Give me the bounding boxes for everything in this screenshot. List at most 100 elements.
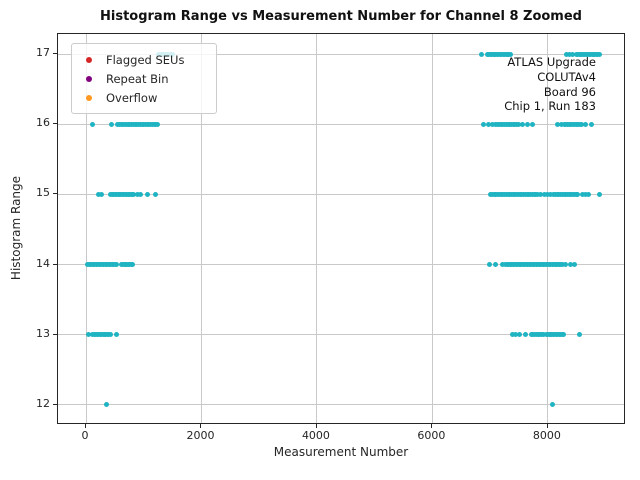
annotation-line: Board 96 (543, 84, 596, 99)
data-point (540, 332, 546, 338)
data-point (550, 402, 555, 408)
data-point (530, 121, 536, 127)
data-point (519, 121, 525, 127)
data-point (109, 121, 115, 127)
y-tick-label: 15 (36, 186, 50, 200)
x-tick-label: 4000 (301, 429, 330, 442)
data-point (570, 51, 576, 57)
data-point (487, 262, 493, 268)
data-point (493, 262, 499, 268)
data-point (525, 121, 531, 127)
data-point (564, 51, 570, 57)
data-point (489, 121, 495, 127)
data-point (153, 191, 159, 197)
data-point (507, 51, 513, 57)
data-point (568, 262, 574, 268)
y-tick-label: 17 (36, 46, 50, 59)
data-point (578, 121, 584, 127)
legend-label: Repeat Bin (106, 71, 169, 86)
data-point (559, 262, 565, 268)
data-point (571, 262, 577, 268)
annotation-line: COLUTAv4 (537, 69, 596, 84)
gridline (58, 123, 624, 125)
data-point (575, 191, 581, 197)
gridline (547, 34, 549, 423)
gridline (58, 193, 624, 195)
y-tick-mark (53, 333, 57, 335)
y-tick-label: 16 (36, 116, 50, 130)
x-tick-label: 8000 (532, 429, 561, 442)
data-point (107, 332, 113, 338)
gridline (200, 34, 202, 423)
y-tick-mark (53, 123, 57, 125)
data-point (558, 121, 564, 127)
data-point (515, 121, 521, 127)
annotation-line: ATLAS Upgrade (507, 55, 596, 69)
data-point (563, 262, 569, 268)
data-point (135, 191, 141, 197)
gridline (58, 264, 624, 266)
plot-area: Flagged SEUs Repeat Bin Overflow ATLAS U… (57, 33, 625, 424)
data-point (500, 262, 506, 268)
gridline (431, 34, 433, 423)
data-point (131, 191, 137, 197)
data-point (104, 402, 110, 408)
x-tick-label: 0 (81, 429, 89, 442)
y-tick-mark (53, 53, 57, 54)
y-tick-label: 13 (36, 326, 50, 340)
y-tick-label: 14 (36, 256, 50, 270)
x-tick-label: 6000 (417, 429, 446, 442)
x-tick-mark (546, 424, 548, 428)
data-point (478, 51, 484, 57)
gridline (316, 34, 318, 423)
data-point (544, 191, 550, 197)
gridline (58, 53, 624, 55)
data-point (145, 191, 151, 197)
data-point (155, 121, 161, 127)
repeat-bin-marker-icon (86, 75, 92, 82)
data-point (138, 191, 144, 197)
x-tick-mark (315, 424, 317, 428)
data-point (513, 332, 519, 338)
data-point (130, 262, 136, 268)
data-point (534, 191, 540, 197)
data-point (481, 121, 487, 127)
y-tick-mark (53, 193, 57, 195)
data-point (113, 332, 119, 338)
data-point (548, 191, 554, 197)
x-tick-mark (200, 424, 202, 428)
y-tick-label: 12 (36, 396, 50, 410)
overflow-marker-icon (86, 94, 92, 101)
flagged-seus-marker-icon (86, 56, 92, 63)
legend-item-overflow: Overflow (80, 88, 206, 107)
data-point (95, 191, 101, 197)
data-point (99, 191, 105, 197)
data-point (585, 191, 591, 197)
x-tick-label: 2000 (186, 429, 215, 442)
data-point (583, 121, 589, 127)
data-point (560, 332, 566, 338)
gridline (85, 34, 87, 423)
data-point (538, 191, 544, 197)
data-point (90, 121, 96, 127)
data-point (510, 332, 516, 338)
data-point (588, 121, 594, 127)
x-tick-mark (431, 424, 433, 428)
data-point (596, 191, 602, 197)
y-tick-mark (53, 263, 57, 265)
x-axis-label: Measurement Number (273, 445, 409, 459)
gridline (58, 404, 624, 406)
data-point (576, 332, 582, 338)
data-point (486, 121, 492, 127)
data-point (541, 191, 547, 197)
legend: Flagged SEUs Repeat Bin Overflow (71, 43, 217, 114)
y-axis-label: Histogram Range (9, 175, 23, 281)
y-tick-mark (53, 403, 57, 405)
legend-item-flagged-seus: Flagged SEUs (80, 50, 206, 69)
data-point (580, 191, 586, 197)
data-point (516, 332, 522, 338)
annotation-line: Chip 1, Run 183 (504, 99, 596, 114)
data-point (114, 262, 120, 268)
data-point (86, 332, 92, 338)
